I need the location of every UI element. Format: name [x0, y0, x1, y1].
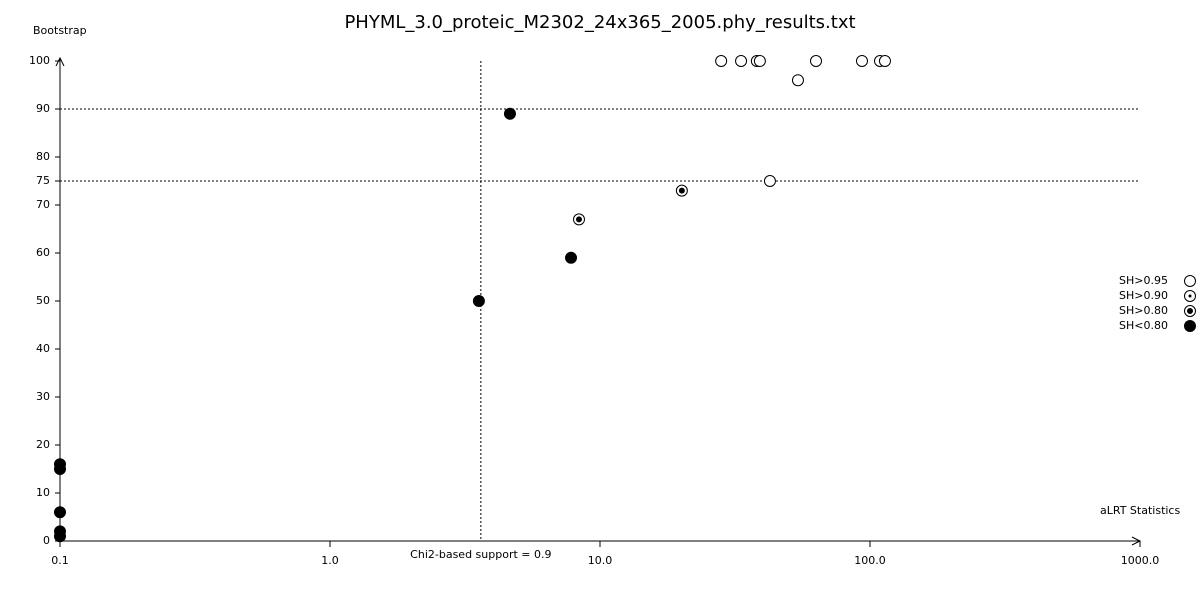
point-part — [678, 187, 685, 194]
legend-label: SH<0.80 — [1119, 319, 1168, 332]
y-tick-label: 70 — [36, 198, 50, 211]
point — [878, 55, 891, 67]
y-tick-label: 0 — [43, 534, 50, 547]
point-part — [1188, 294, 1192, 298]
point — [753, 55, 766, 67]
y-tick-label: 60 — [36, 246, 50, 259]
point — [1184, 275, 1196, 287]
point — [1184, 320, 1196, 332]
point-part — [1184, 320, 1196, 332]
y-tick-label: 30 — [36, 390, 50, 403]
point-part — [855, 55, 868, 67]
legend-label: SH>0.80 — [1119, 304, 1168, 317]
point — [503, 107, 516, 120]
y-tick-label: 40 — [36, 342, 50, 355]
point — [810, 55, 823, 67]
point-part — [1184, 275, 1196, 287]
point — [763, 175, 776, 187]
chart-title: PHYML_3.0_proteic_M2302_24x365_2005.phy_… — [344, 12, 855, 33]
point-part — [791, 74, 804, 87]
point — [565, 251, 578, 264]
point-part — [472, 295, 485, 307]
x-tick-label: 10.0 — [588, 554, 613, 567]
point — [675, 184, 688, 197]
x-axis-label: aLRT Statistics — [1100, 504, 1180, 517]
y-tick-label: 20 — [36, 438, 50, 451]
point-part — [54, 463, 66, 475]
y-tick-label: 75 — [36, 174, 50, 187]
point-part — [575, 216, 582, 223]
point — [472, 295, 485, 307]
x-tick-label: 0.1 — [51, 554, 69, 567]
y-tick-label: 80 — [36, 150, 50, 163]
y-tick-label: 90 — [36, 102, 50, 115]
point-part — [1187, 308, 1193, 314]
point-part — [565, 251, 578, 264]
reference-label: Chi2-based support = 0.9 — [410, 548, 551, 561]
point — [1184, 290, 1196, 302]
y-tick-label: 50 — [36, 294, 50, 307]
point — [1184, 305, 1196, 317]
point-part — [54, 530, 66, 543]
point-part — [54, 506, 66, 519]
x-tick-label: 1.0 — [321, 554, 339, 567]
point — [54, 463, 66, 475]
y-arrow — [55, 56, 65, 67]
x-tick-label: 1000.0 — [1121, 554, 1160, 567]
point — [54, 506, 66, 519]
point — [54, 530, 66, 543]
point-part — [763, 175, 776, 187]
point-part — [715, 55, 728, 67]
point-part — [753, 55, 766, 67]
point — [735, 55, 748, 67]
y-axis-label: Bootstrap — [33, 24, 87, 37]
legend-label: SH>0.90 — [1119, 289, 1168, 302]
y-tick-label: 10 — [36, 486, 50, 499]
point-part — [735, 55, 748, 67]
point-part — [878, 55, 891, 67]
point — [715, 55, 728, 67]
legend-label: SH>0.95 — [1119, 274, 1168, 287]
point-part — [810, 55, 823, 67]
point — [572, 213, 585, 226]
point-part — [503, 107, 516, 120]
point — [855, 55, 868, 67]
x-tick-label: 100.0 — [854, 554, 886, 567]
point — [791, 74, 804, 87]
y-tick-label: 100 — [29, 54, 50, 67]
